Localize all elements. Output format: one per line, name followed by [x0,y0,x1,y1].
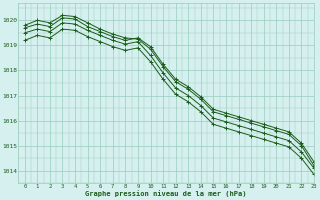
X-axis label: Graphe pression niveau de la mer (hPa): Graphe pression niveau de la mer (hPa) [85,190,247,197]
